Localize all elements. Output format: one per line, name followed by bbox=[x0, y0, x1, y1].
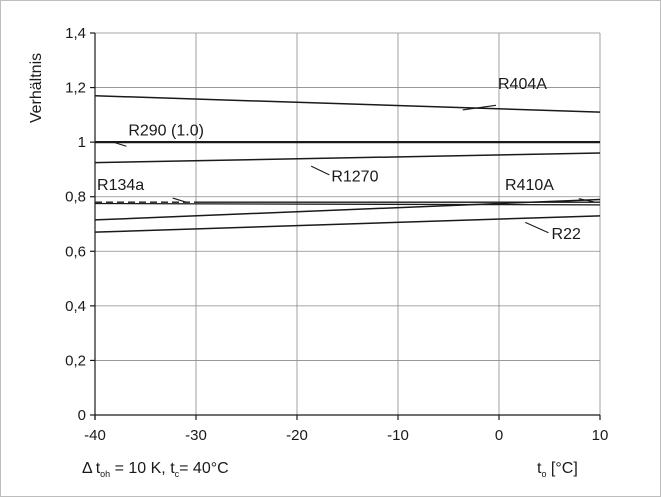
y-tick-label: 0,8 bbox=[65, 189, 86, 206]
y-tick-label: 1,2 bbox=[65, 80, 86, 97]
tick-labels: -40 -30 -20 -10 0 10 0 0,2 0,4 0,6 0,8 1 1,2 1,4 bbox=[65, 25, 608, 444]
condition-part1: = 10 K, t bbox=[110, 460, 175, 477]
leader-line bbox=[525, 221, 549, 234]
series-lines bbox=[94, 95, 601, 233]
series-label-r404a: R404A bbox=[498, 76, 547, 93]
x-tick-label: -10 bbox=[387, 427, 409, 444]
x-tick-label: -20 bbox=[286, 427, 308, 444]
x-tick-label: 0 bbox=[495, 427, 503, 444]
leader-line bbox=[172, 197, 188, 203]
y-tick-label: 1 bbox=[78, 134, 86, 151]
leader-line bbox=[113, 141, 127, 147]
leader-line bbox=[578, 198, 595, 203]
series-line-r410a-b bbox=[94, 202, 601, 206]
x-axis-label-unit: [°C] bbox=[546, 460, 577, 477]
series-line-r22 bbox=[94, 215, 601, 233]
series-label-r410a: R410A bbox=[505, 177, 554, 194]
series-label-r134a: R134a bbox=[97, 177, 144, 194]
condition-sub-oh: oh bbox=[100, 469, 110, 479]
x-axis-label-main: t bbox=[537, 460, 542, 477]
series-label-r1270: R1270 bbox=[331, 169, 378, 186]
label-leader-lines bbox=[113, 104, 595, 234]
axes bbox=[90, 32, 601, 420]
x-axis-label-sub: o bbox=[541, 469, 546, 479]
series-label-r290-1-0-: R290 (1.0) bbox=[128, 122, 204, 139]
condition-t: t bbox=[96, 460, 101, 477]
leader-line bbox=[310, 165, 330, 176]
y-tick-label: 0,6 bbox=[65, 243, 86, 260]
series-label-r22: R22 bbox=[552, 226, 581, 243]
y-tick-label: 0 bbox=[78, 407, 86, 424]
y-axis-label: Verhältnis bbox=[28, 53, 45, 123]
x-tick-label: -30 bbox=[185, 427, 207, 444]
y-tick-label: 0,2 bbox=[65, 352, 86, 369]
x-tick-label: -40 bbox=[84, 427, 106, 444]
series-line-r404a bbox=[94, 95, 601, 113]
y-tick-label: 0,4 bbox=[65, 298, 86, 315]
series-line-r1270 bbox=[94, 152, 601, 164]
x-axis-label: to [°C] bbox=[537, 460, 578, 479]
series-labels: R404A R290 (1.0) R1270 R134a R410A R22 bbox=[97, 76, 581, 243]
condition-sub-c: c bbox=[175, 469, 180, 479]
y-tick-label: 1,4 bbox=[65, 25, 86, 42]
leader-line bbox=[462, 104, 497, 111]
delta-symbol: Δ bbox=[82, 460, 93, 477]
series-line-r410a bbox=[94, 198, 601, 221]
x-tick-label: 10 bbox=[592, 427, 609, 444]
condition-part2: = 40°C bbox=[179, 460, 229, 477]
